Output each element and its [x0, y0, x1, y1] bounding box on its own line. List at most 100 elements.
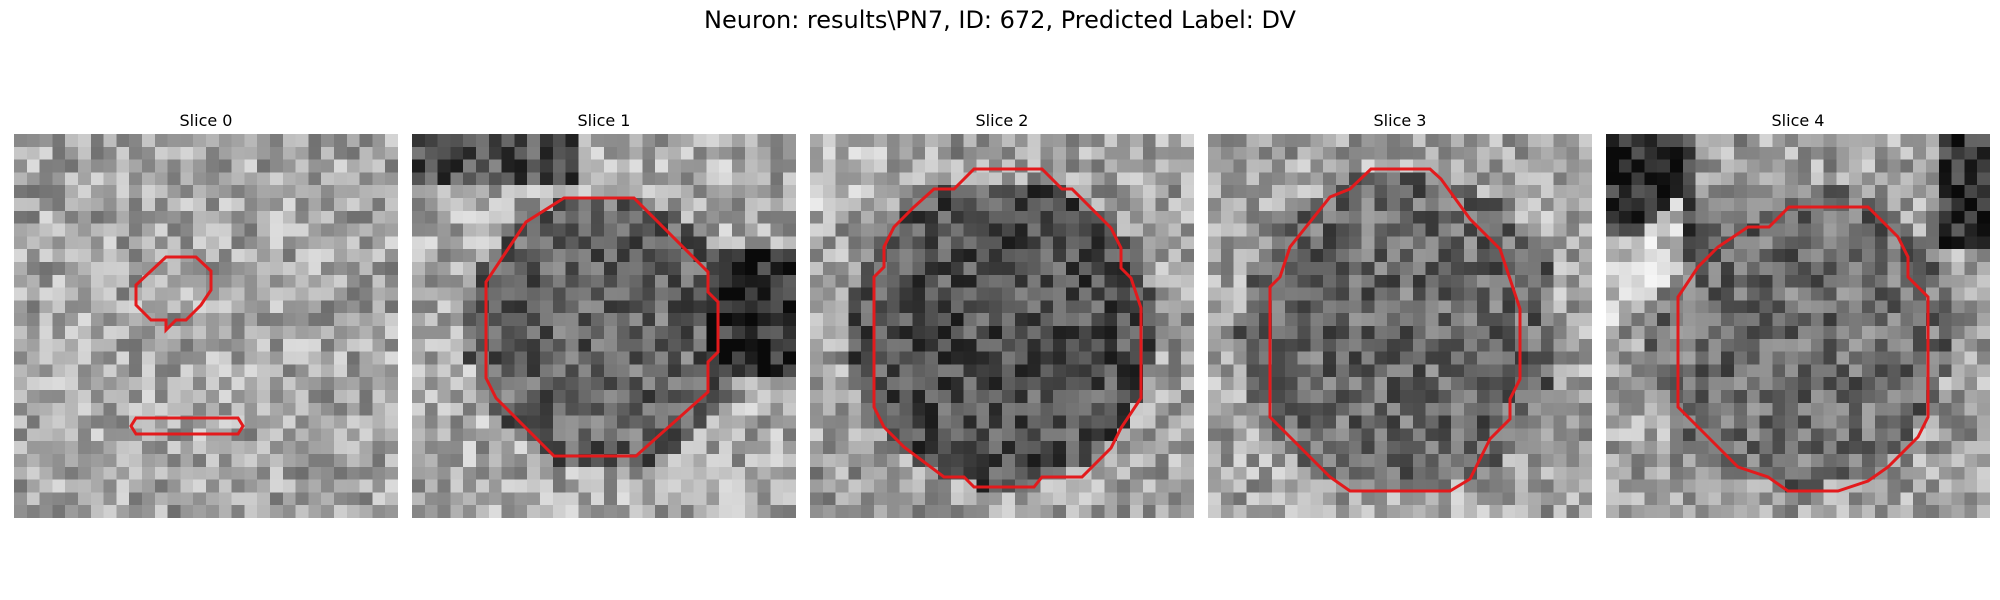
image-pixel: [1874, 249, 1889, 263]
image-pixel: [1785, 185, 1799, 199]
image-pixel: [540, 134, 554, 148]
image-pixel: [1438, 287, 1452, 301]
image-pixel: [1233, 274, 1247, 289]
image-pixel: [1464, 326, 1478, 340]
image-pixel: [1540, 236, 1555, 250]
image-pixel: [1425, 390, 1439, 404]
image-pixel: [680, 428, 695, 442]
image-pixel: [552, 172, 567, 186]
image-pixel: [193, 185, 207, 199]
image-pixel: [1862, 351, 1876, 365]
image-pixel: [1040, 274, 1054, 289]
image-pixel: [39, 415, 53, 429]
image-pixel: [1785, 492, 1799, 506]
image-pixel: [1849, 274, 1863, 289]
image-pixel: [1862, 185, 1876, 199]
image-pixel: [1438, 300, 1452, 314]
image-pixel: [1579, 326, 1592, 340]
image-pixel: [1938, 249, 1953, 263]
image-pixel: [899, 172, 913, 186]
image-pixel: [39, 287, 53, 301]
image-pixel: [295, 466, 309, 481]
image-pixel: [1091, 210, 1105, 225]
image-pixel: [372, 479, 386, 493]
image-pixel: [1862, 210, 1876, 225]
image-pixel: [1900, 454, 1914, 468]
image-pixel: [861, 466, 875, 481]
image-pixel: [1759, 172, 1773, 186]
image-pixel: [488, 466, 503, 481]
image-pixel: [1618, 364, 1633, 378]
image-pixel: [1168, 415, 1182, 429]
image-pixel: [1400, 223, 1414, 237]
image-pixel: [1528, 479, 1542, 493]
image-pixel: [1091, 300, 1105, 314]
image-pixel: [1104, 210, 1118, 225]
image-pixel: [757, 415, 771, 429]
image-pixel: [244, 300, 258, 314]
image-pixel: [14, 223, 28, 237]
image-pixel: [629, 146, 643, 161]
image-pixel: [1759, 236, 1773, 250]
image-pixel: [706, 479, 720, 493]
image-pixel: [565, 428, 579, 442]
image-pixel: [744, 505, 759, 518]
image-pixel: [1002, 428, 1016, 442]
image-pixel: [963, 479, 977, 493]
image-pixel: [1284, 262, 1299, 276]
image-pixel: [1515, 326, 1529, 340]
image-pixel: [835, 377, 849, 391]
image-pixel: [1874, 338, 1889, 353]
image-pixel: [1502, 377, 1516, 391]
image-pixel: [1464, 428, 1478, 442]
image-pixel: [835, 338, 849, 353]
image-pixel: [359, 210, 373, 225]
image-pixel: [1566, 185, 1580, 199]
image-pixel: [78, 492, 92, 506]
image-pixel: [693, 313, 707, 327]
image-pixel: [359, 390, 373, 404]
image-pixel: [976, 428, 990, 442]
image-pixel: [1464, 338, 1478, 353]
image-pixel: [1849, 172, 1863, 186]
image-pixel: [1913, 441, 1927, 455]
image-pixel: [1155, 390, 1169, 404]
image-pixel: [591, 249, 605, 263]
image-pixel: [1387, 236, 1401, 250]
image-pixel: [1040, 300, 1054, 314]
image-pixel: [206, 492, 220, 506]
image-pixel: [103, 390, 117, 404]
image-pixel: [989, 466, 1003, 481]
image-pixel: [206, 223, 220, 237]
image-pixel: [385, 492, 398, 506]
image-pixel: [270, 262, 284, 276]
image-pixel: [1528, 466, 1542, 481]
image-pixel: [1220, 262, 1235, 276]
image-pixel: [90, 300, 105, 314]
image-pixel: [1181, 492, 1194, 506]
image-pixel: [39, 441, 53, 455]
image-pixel: [1721, 415, 1735, 429]
image-pixel: [1078, 390, 1093, 404]
image-pixel: [1348, 415, 1363, 429]
image-pixel: [744, 441, 759, 455]
image-pixel: [1579, 236, 1592, 250]
image-pixel: [1913, 223, 1927, 237]
image-pixel: [180, 300, 194, 314]
image-pixel: [154, 505, 169, 518]
image-pixel: [1977, 402, 1990, 417]
image-pixel: [1220, 377, 1235, 391]
image-pixel: [1579, 402, 1592, 417]
image-pixel: [501, 134, 515, 148]
image-pixel: [450, 492, 464, 506]
image-pixel: [963, 505, 977, 518]
image-pixel: [1451, 134, 1465, 148]
image-pixel: [129, 441, 143, 455]
image-pixel: [1336, 326, 1350, 340]
image-pixel: [463, 172, 477, 186]
image-pixel: [565, 223, 579, 237]
image-pixel: [835, 300, 849, 314]
image-pixel: [810, 505, 824, 518]
image-pixel: [1644, 300, 1658, 314]
image-pixel: [26, 390, 41, 404]
